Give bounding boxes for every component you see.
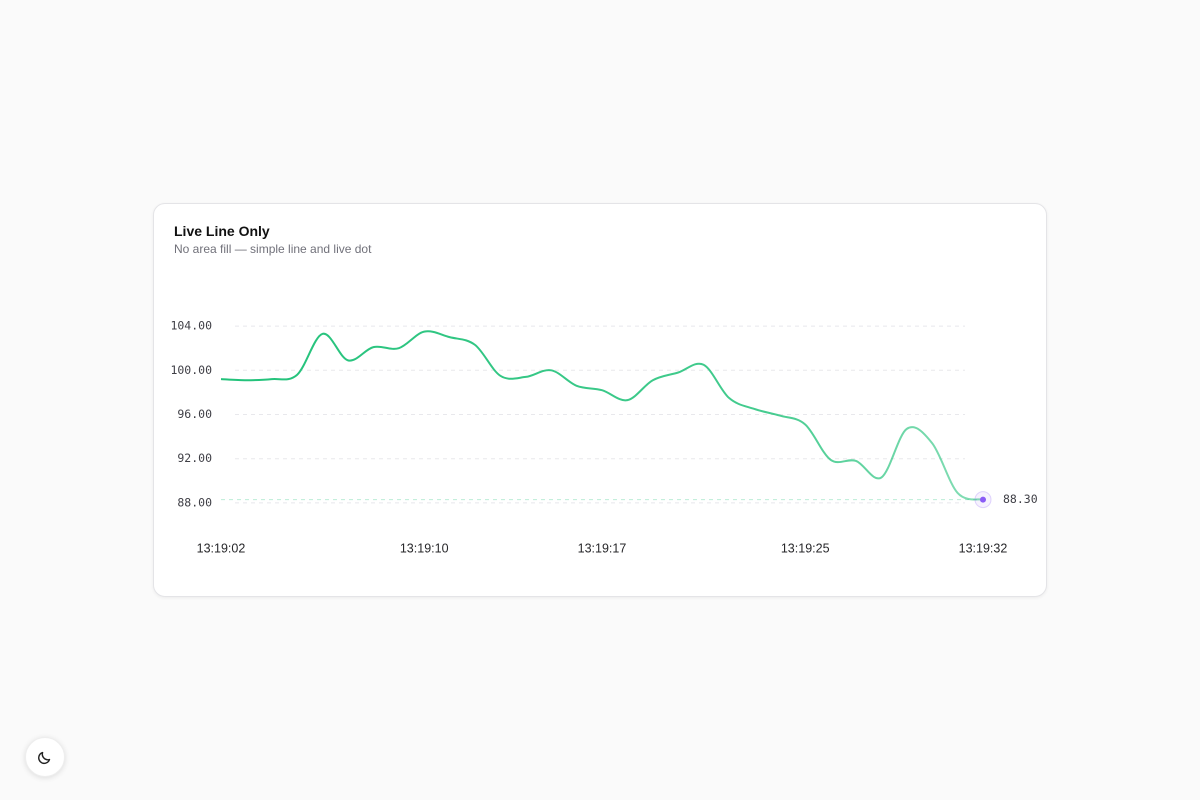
x-tick-label: 13:19:25 xyxy=(781,541,830,555)
card-title: Live Line Only xyxy=(174,223,270,239)
card: Live Line Only No area fill — simple lin… xyxy=(153,203,1047,597)
y-tick-label: 96.00 xyxy=(177,407,212,421)
x-tick-label: 13:19:10 xyxy=(400,541,449,555)
line xyxy=(220,330,984,501)
card-subtitle: No area fill — simple line and live dot xyxy=(174,242,372,256)
y-tick-label: 100.00 xyxy=(170,363,212,377)
x-tick-label: 13:19:32 xyxy=(959,541,1008,555)
x-tick-label: 13:19:02 xyxy=(197,541,246,555)
y-tick-label: 88.00 xyxy=(177,495,212,509)
y-tick-label: 92.00 xyxy=(177,451,212,465)
x-tick-label: 13:19:17 xyxy=(578,541,627,555)
y-tick-label: 104.00 xyxy=(170,319,212,333)
theme-toggle[interactable] xyxy=(25,737,65,777)
value-label: 88.30 xyxy=(1003,492,1038,506)
moon-icon xyxy=(38,751,51,765)
live-dot xyxy=(980,496,986,503)
